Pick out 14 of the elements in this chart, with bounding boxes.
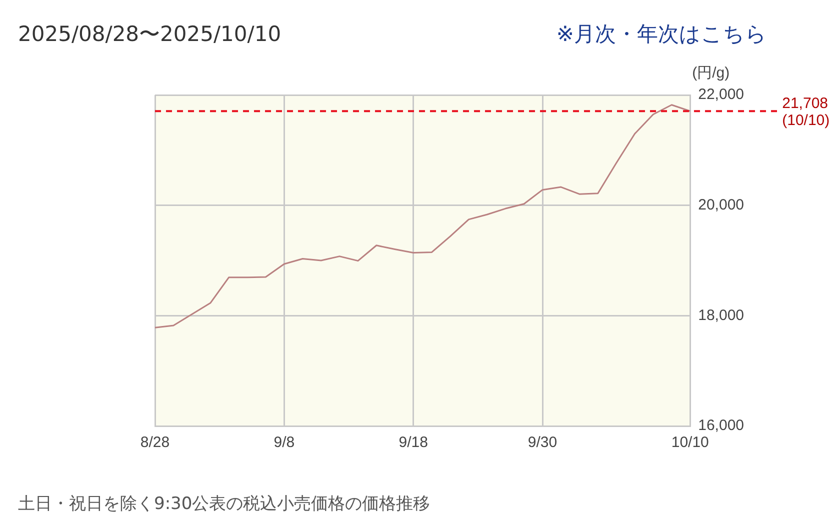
x-tick-label: 8/28 (140, 434, 170, 452)
y-tick-label: 22,000 (698, 86, 744, 104)
x-tick-label: 9/18 (398, 434, 428, 452)
y-tick-label: 16,000 (698, 417, 744, 434)
ref-line-label: 21,708 (10/10) (782, 95, 830, 130)
x-tick-label: 9/30 (528, 434, 558, 452)
x-tick-label: 10/10 (671, 434, 709, 452)
text: 土日・祝日を除く9:30公表の税込小売価格の価格推移 (18, 493, 430, 515)
y-tick-label: 20,000 (698, 196, 744, 214)
y-axis-title: (円/g) (692, 64, 730, 82)
chart-title: 2025/08/28〜2025/10/10 (18, 21, 282, 48)
y-tick-label: 18,000 (698, 306, 744, 324)
x-tick-label: 9/8 (274, 434, 295, 452)
text: ※月次・年次はこちら (556, 21, 767, 48)
